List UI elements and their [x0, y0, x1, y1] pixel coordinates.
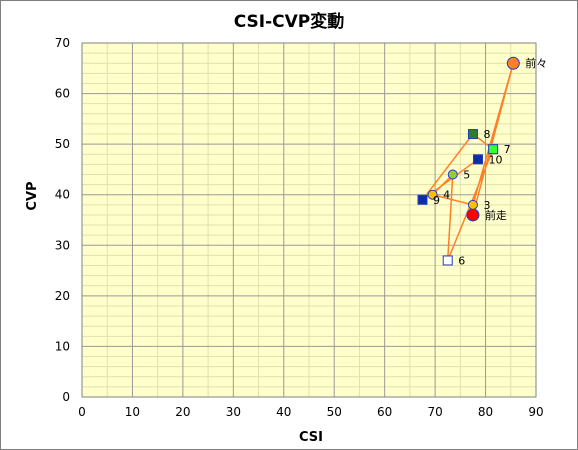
x-tick-label: 70	[427, 405, 442, 419]
point-label-3: 3	[483, 199, 490, 212]
x-tick-label: 90	[528, 405, 543, 419]
x-tick-label: 80	[478, 405, 493, 419]
x-tick-label: 50	[327, 405, 342, 419]
series-line	[421, 62, 515, 261]
point-marker-前走	[466, 208, 480, 222]
point-label-前々: 前々	[525, 56, 547, 70]
y-tick-label: 50	[55, 137, 70, 151]
point-label-4: 4	[443, 189, 450, 202]
grid-minor	[82, 43, 536, 397]
y-tick-label: 70	[55, 36, 70, 50]
point-label-前走: 前走	[485, 208, 507, 222]
x-tick-label: 60	[377, 405, 392, 419]
point-marker-6	[442, 255, 453, 266]
y-axis-label: CVP	[25, 181, 40, 210]
x-tick-label: 20	[175, 405, 190, 419]
point-marker-5	[447, 169, 458, 180]
point-label-8: 8	[483, 128, 490, 141]
x-tick-label: 0	[78, 405, 86, 419]
y-tick-label: 60	[55, 87, 70, 101]
x-tick-labels: 0 10 20 30 40 50 60 70 80 90	[78, 405, 543, 419]
point-marker-4	[427, 189, 438, 200]
plot-border	[81, 42, 537, 398]
point-label-6: 6	[458, 254, 465, 267]
point-marker-9	[417, 194, 428, 205]
point-marker-8	[467, 129, 478, 140]
y-tick-label: 30	[55, 238, 70, 252]
point-marker-前々	[506, 56, 520, 70]
y-tick-label: 20	[55, 289, 70, 303]
point-label-10: 10	[488, 153, 502, 166]
x-tick-label: 30	[226, 405, 241, 419]
data-points	[417, 56, 520, 266]
point-marker-10	[472, 154, 483, 165]
y-tick-label: 40	[55, 188, 70, 202]
x-axis-label: CSI	[299, 430, 323, 445]
series-path	[421, 62, 515, 261]
y-tick-label: 10	[55, 339, 70, 353]
point-label-5: 5	[463, 168, 470, 181]
x-tick-label: 40	[276, 405, 291, 419]
y-tick-labels: 0 10 20 30 40 50 60 70	[55, 36, 70, 404]
x-tick-label: 10	[125, 405, 140, 419]
point-label-7: 7	[504, 143, 511, 156]
y-tick-label: 0	[62, 390, 70, 404]
point-marker-3	[467, 199, 478, 210]
chart-title: CSI-CVP変動	[234, 11, 345, 32]
point-marker-7	[488, 144, 499, 155]
point-label-9: 9	[433, 194, 440, 207]
